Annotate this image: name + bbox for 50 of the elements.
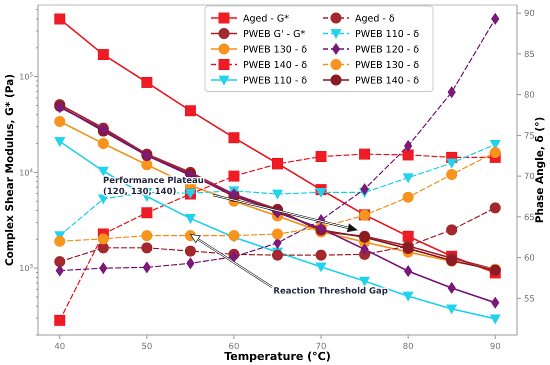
legend-label: PWEB G' - G*	[243, 29, 306, 40]
y-tick-label: 10$^{3}$	[19, 263, 34, 274]
point	[54, 137, 66, 148]
point	[402, 230, 414, 242]
y2-tick-label: 75	[524, 131, 535, 142]
y2-tick-label: 60	[524, 254, 535, 264]
legend-label: PWEB 110 - δ	[355, 29, 420, 40]
legend-label: PWEB 110 - δ	[243, 76, 308, 86]
point	[402, 292, 414, 302]
legend-label: PWEB 130 - δ	[243, 44, 308, 56]
x-tick-label: 70	[316, 342, 326, 352]
y-axis-title: Complex Shear Modulus, G* (Pa)	[4, 74, 16, 266]
x-tick-label: 60	[228, 342, 240, 352]
point	[402, 243, 414, 254]
point	[228, 132, 240, 144]
legend-label: PWEB 140 - δ	[355, 76, 420, 86]
x-axis-title: Temperature (°C)	[224, 350, 331, 363]
legend-label: Aged - δ	[355, 14, 395, 24]
legend-label: PWEB 130 - δ	[355, 60, 420, 71]
y-tick-label: 10$^{4}$	[19, 167, 34, 178]
annotation: Reaction Threshold Gap	[273, 286, 388, 296]
y2-axis-title: Phase Angle, δ (°)	[534, 116, 546, 224]
point	[141, 159, 152, 170]
point	[98, 166, 109, 177]
y2-tick-label: 85	[524, 50, 535, 60]
x-tick-label: 50	[141, 342, 152, 352]
y2-tick-label: 90	[524, 9, 535, 20]
point	[446, 304, 458, 314]
x-tick-label: 90	[490, 342, 501, 352]
y2-tick-label: 55	[524, 294, 535, 304]
legend-label: Aged - G*	[243, 14, 290, 24]
point	[316, 262, 327, 272]
legend-label: PWEB 120 - δ	[355, 44, 420, 56]
x-tick-label: 40	[54, 342, 66, 352]
point	[54, 13, 66, 24]
y2-tick-label: 65	[524, 212, 535, 223]
point	[359, 276, 370, 287]
y-tick-label: 10$^{5}$	[19, 72, 34, 82]
point	[98, 138, 109, 150]
y2-tick-label: 80	[524, 90, 535, 101]
point	[490, 314, 501, 324]
point	[141, 76, 152, 88]
point	[54, 116, 66, 127]
x-tick-label: 80	[402, 342, 414, 352]
legend-label: PWEB 140 - δ	[243, 60, 308, 71]
point	[98, 49, 109, 60]
point	[184, 105, 196, 116]
y2-tick-label: 70	[524, 172, 535, 182]
point	[360, 243, 369, 256]
point	[184, 214, 196, 224]
